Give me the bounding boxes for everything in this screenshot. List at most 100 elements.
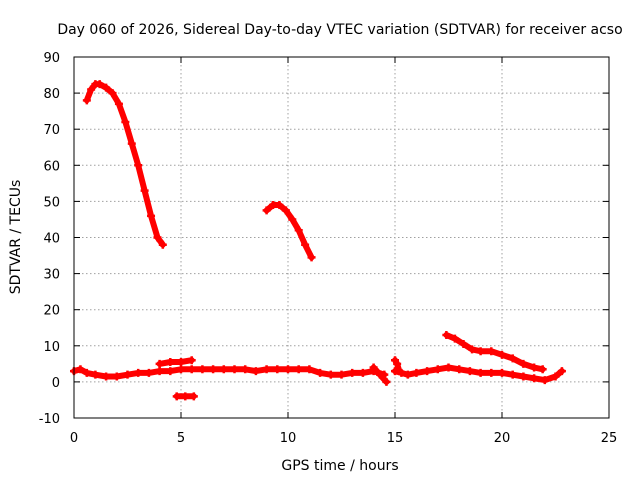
- data-point: [91, 370, 100, 379]
- data-point: [519, 359, 528, 368]
- data-point: [288, 215, 297, 224]
- data-point: [508, 370, 517, 379]
- data-point: [209, 365, 218, 374]
- data-point: [281, 206, 290, 215]
- data-point: [369, 363, 378, 372]
- data-point: [450, 334, 459, 343]
- data-point: [538, 365, 547, 374]
- data-point: [166, 358, 175, 367]
- y-tick-label: -10: [39, 412, 60, 427]
- data-point: [177, 358, 185, 367]
- data-point: [187, 356, 196, 365]
- data-point: [393, 359, 402, 368]
- data-point: [123, 370, 132, 379]
- data-point: [376, 370, 385, 379]
- grid-layer: [74, 57, 609, 418]
- data-point: [540, 376, 549, 385]
- series-segment-4: [391, 356, 404, 376]
- y-tick-label: 20: [43, 304, 60, 319]
- data-point: [530, 363, 539, 372]
- data-point: [241, 365, 250, 374]
- data-point: [230, 365, 239, 374]
- data-point: [301, 240, 310, 249]
- data-point: [294, 365, 303, 374]
- data-point: [442, 330, 451, 339]
- data-point: [423, 367, 432, 376]
- data-point: [487, 368, 496, 377]
- data-point: [433, 365, 442, 374]
- data-point: [181, 392, 190, 401]
- data-point: [487, 347, 496, 356]
- data-point: [498, 368, 506, 377]
- data-point: [412, 368, 421, 377]
- series-layer: [70, 80, 566, 401]
- x-tick-label: 0: [70, 431, 78, 446]
- data-point: [307, 253, 316, 262]
- data-point: [508, 354, 517, 363]
- data-point: [95, 80, 104, 89]
- y-tick-label: 90: [43, 51, 60, 66]
- data-point: [144, 368, 153, 377]
- data-point: [166, 367, 175, 376]
- data-point: [530, 374, 539, 383]
- data-point: [198, 365, 207, 374]
- data-point: [172, 392, 181, 401]
- data-point: [337, 370, 346, 379]
- data-point: [459, 339, 468, 348]
- y-tick-label: 60: [43, 159, 60, 174]
- data-point: [82, 368, 91, 377]
- data-point: [177, 365, 185, 374]
- data-point: [519, 372, 528, 381]
- series-trace: [156, 357, 195, 367]
- data-point: [358, 368, 367, 377]
- y-axis-label: SDTVAR / TECUs: [8, 180, 24, 295]
- data-point: [155, 367, 164, 376]
- series-arc-1: [82, 80, 167, 249]
- data-point: [134, 368, 143, 377]
- series-segment-3: [369, 363, 391, 386]
- data-point: [112, 372, 121, 381]
- series-arc-2: [262, 201, 316, 262]
- data-point: [551, 372, 560, 381]
- series-band-2: [391, 363, 566, 385]
- y-tick-label: 80: [43, 87, 60, 102]
- data-point: [102, 83, 111, 92]
- data-point: [121, 117, 130, 126]
- data-point: [395, 367, 404, 376]
- data-point: [284, 365, 292, 374]
- data-point: [155, 359, 164, 368]
- data-point: [382, 377, 391, 386]
- data-point: [262, 206, 271, 215]
- y-tick-label: 70: [43, 123, 60, 138]
- data-point: [468, 345, 477, 354]
- data-point: [262, 365, 271, 374]
- data-point: [189, 392, 198, 401]
- data-point: [187, 365, 196, 374]
- data-point: [476, 368, 485, 377]
- data-point: [153, 233, 162, 242]
- y-tick-label: 10: [43, 340, 60, 355]
- data-point: [444, 363, 453, 372]
- chart-title: Day 060 of 2026, Sidereal Day-to-day VTE…: [57, 22, 622, 38]
- data-point: [294, 226, 303, 235]
- x-axis-label: GPS time / hours: [281, 458, 398, 474]
- x-tick-label: 25: [601, 431, 618, 446]
- data-point: [127, 139, 136, 148]
- data-point: [251, 367, 260, 376]
- data-point: [219, 365, 228, 374]
- data-point: [108, 89, 117, 98]
- data-point: [158, 240, 167, 249]
- data-point: [498, 350, 506, 359]
- data-point: [273, 365, 282, 374]
- series-arc-3: [442, 330, 547, 374]
- data-point: [147, 211, 156, 220]
- data-point: [316, 368, 325, 377]
- x-tick-label: 10: [280, 431, 297, 446]
- data-point: [102, 372, 111, 381]
- series-band-1: [70, 365, 389, 381]
- x-tick-label: 20: [494, 431, 511, 446]
- tick-layer: 0 5 10 15 20 25 -10 0 10 20 30 40 50 60 70 80 90: [39, 51, 618, 446]
- data-point: [465, 367, 474, 376]
- data-point: [140, 186, 149, 195]
